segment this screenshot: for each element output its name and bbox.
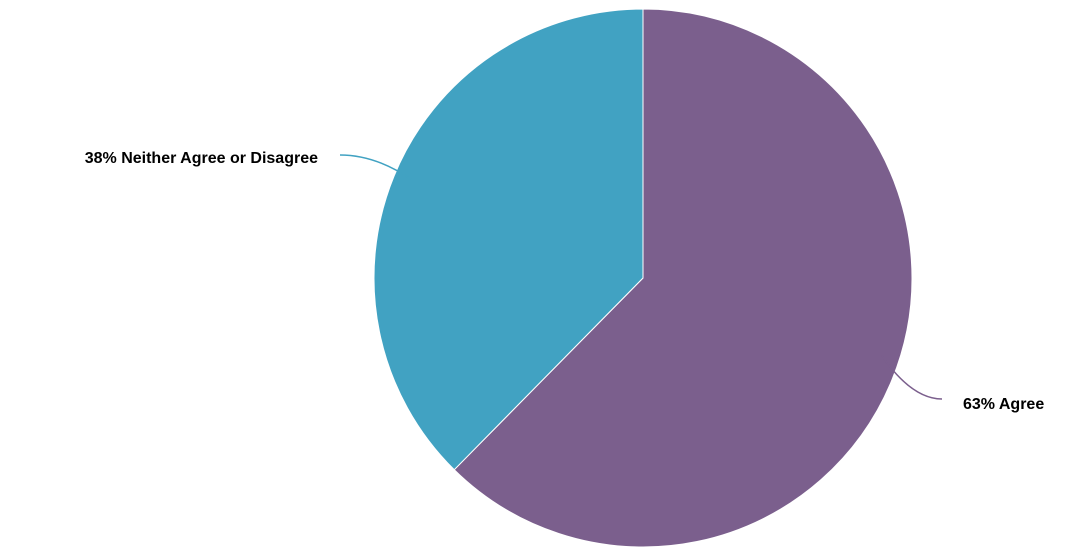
pie-slices	[373, 8, 913, 548]
pie-slice-agree	[453, 8, 913, 548]
data-labels: 63% Agree 38% Neither Agree or Disagree	[85, 150, 1045, 413]
leader-line-agree	[881, 355, 943, 400]
data-label-neither-agree-or-disagree: 38% Neither Agree or Disagree	[85, 150, 318, 167]
data-label-agree: 63% Agree	[963, 396, 1044, 413]
leader-lines	[339, 154, 943, 400]
leader-line-neither-agree-or-disagree	[339, 154, 413, 181]
pie-slice-neither-agree-or-disagree	[373, 8, 644, 471]
